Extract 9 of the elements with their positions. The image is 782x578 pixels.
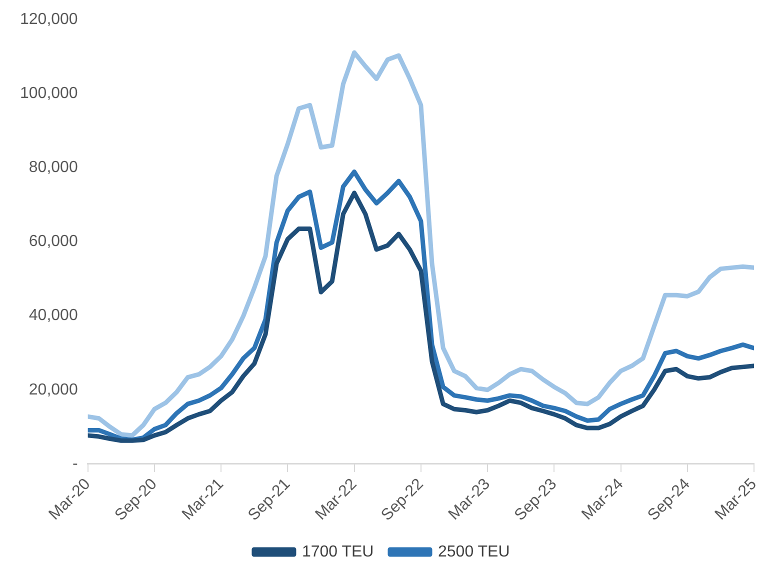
y-tick-label: 60,000	[28, 233, 78, 250]
legend-label: 2500 TEU	[438, 543, 510, 560]
y-tick-label: 100,000	[20, 85, 78, 102]
y-tick-label: 120,000	[20, 11, 78, 28]
y-tick-label: 40,000	[28, 307, 78, 324]
y-tick-label: 80,000	[28, 159, 78, 176]
legend-label: 1700 TEU	[302, 543, 374, 560]
y-tick-label: -	[72, 455, 78, 472]
y-tick-label: 20,000	[28, 381, 78, 398]
